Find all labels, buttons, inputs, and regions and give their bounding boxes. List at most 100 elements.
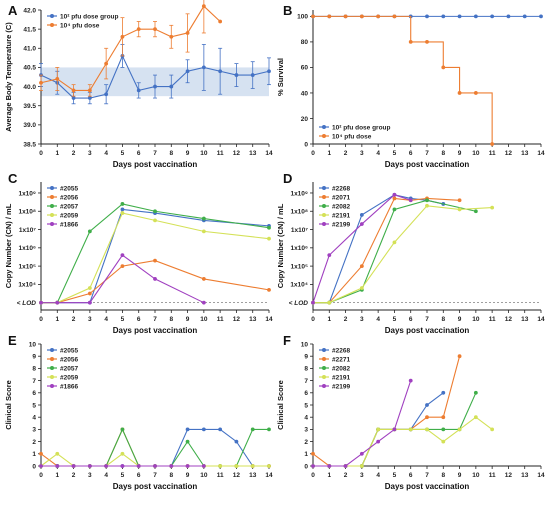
data-point <box>250 427 255 432</box>
y-tick-label: 9 <box>304 354 308 361</box>
data-point <box>218 464 223 468</box>
legend-marker <box>322 186 326 190</box>
series-f-5 <box>311 378 413 468</box>
data-point <box>87 229 92 234</box>
data-point <box>392 427 397 432</box>
y-axis-title: % Survival <box>276 58 285 96</box>
data-point <box>343 14 348 19</box>
data-point <box>185 69 190 74</box>
data-point <box>234 464 239 468</box>
x-tick-label: 11 <box>489 150 496 157</box>
data-point <box>87 291 92 296</box>
data-point <box>234 73 239 77</box>
x-tick-label: 12 <box>505 316 513 323</box>
x-tick-label: 4 <box>376 316 380 323</box>
x-tick-label: 10 <box>472 150 480 157</box>
legend-marker <box>50 222 54 226</box>
data-point <box>169 464 174 468</box>
legend-f: #2268 #2271 #2082 #2191 #2199 <box>319 347 350 390</box>
x-tick-label: 2 <box>344 472 348 479</box>
data-point <box>327 14 332 19</box>
x-tick-label: 14 <box>537 316 545 323</box>
legend-marker <box>322 195 326 199</box>
y-tick-label: 1x10⁶ <box>291 245 308 252</box>
data-point <box>441 390 446 395</box>
x-tick-label: 10 <box>200 316 208 323</box>
data-point <box>218 427 223 432</box>
data-point <box>87 88 92 93</box>
legend-entry: #2191 <box>332 212 350 219</box>
data-point <box>71 464 76 468</box>
y-tick-label: 39.0 <box>23 122 36 129</box>
data-point <box>185 464 190 468</box>
data-point <box>169 34 174 39</box>
panel-a: A0 1 2 3 4 5 6 7 8 9 10 11 12 13 1438.539.039.540.040.… <box>4 0 273 169</box>
x-tick-label: 5 <box>393 472 397 479</box>
x-tick-label: 2 <box>72 316 76 323</box>
x-tick-label: 9 <box>186 150 190 157</box>
data-point <box>120 451 125 456</box>
data-point <box>87 286 92 290</box>
legend-marker <box>50 14 54 18</box>
x-tick-label: 11 <box>217 472 224 479</box>
x-tick-label: 7 <box>425 316 429 323</box>
legend-entry: #2055 <box>60 347 78 354</box>
x-tick-label: 4 <box>376 150 380 157</box>
data-point <box>71 88 76 93</box>
y-tick-label: 100 <box>297 14 308 21</box>
y-tick-label: 5 <box>304 402 308 409</box>
data-point <box>490 205 495 210</box>
lod-label: < LOD <box>289 300 309 307</box>
data-point <box>201 464 206 468</box>
data-point <box>359 264 364 269</box>
y-tick-label: 2 <box>32 439 36 446</box>
data-point <box>39 300 43 305</box>
data-point <box>169 84 174 89</box>
y-tick-label: 0 <box>32 463 36 470</box>
data-point <box>120 207 125 212</box>
y-tick-label: 8 <box>304 366 308 373</box>
x-tick-label: 13 <box>521 316 529 323</box>
data-point <box>425 403 429 407</box>
y-tick-label: 1x10⁷ <box>291 227 308 234</box>
legend-entry: #2057 <box>60 203 78 210</box>
data-point <box>185 427 190 432</box>
data-point <box>153 218 157 223</box>
x-axis-title: Days post vaccination <box>385 326 470 335</box>
data-point <box>267 464 271 468</box>
data-point <box>201 4 206 9</box>
x-tick-label: 10 <box>200 150 208 157</box>
data-point <box>153 209 157 214</box>
data-point <box>490 427 495 432</box>
panel-label-d: D <box>283 171 292 186</box>
data-point <box>311 300 315 305</box>
legend-marker <box>322 384 326 388</box>
x-tick-label: 3 <box>360 316 364 323</box>
series-b-2 <box>311 14 495 146</box>
legend-d: #2268 #2071 #2082 #2191 #2199 <box>319 185 350 228</box>
series-line <box>41 428 269 467</box>
data-point <box>327 464 332 468</box>
legend-entry: 10⁴ pfu dose <box>332 133 372 140</box>
legend-entry: #2199 <box>332 221 350 228</box>
data-point <box>343 464 348 468</box>
data-point <box>39 80 43 85</box>
data-point <box>490 142 495 146</box>
y-tick-label: 6 <box>32 390 36 397</box>
y-tick-label: 1x10⁴ <box>18 282 36 289</box>
x-axis-title: Days post vaccination <box>385 482 470 491</box>
y-tick-label: 7 <box>32 378 36 385</box>
x-tick-label: 11 <box>217 150 224 157</box>
x-tick-label: 7 <box>425 472 429 479</box>
legend-marker <box>50 366 54 370</box>
x-axis-title: Days post vaccination <box>113 482 198 491</box>
x-axis-title: Days post vaccination <box>113 326 198 335</box>
data-point <box>473 209 478 214</box>
x-tick-label: 12 <box>505 472 513 479</box>
y-tick-label: 4 <box>32 415 36 422</box>
data-point <box>120 211 125 215</box>
